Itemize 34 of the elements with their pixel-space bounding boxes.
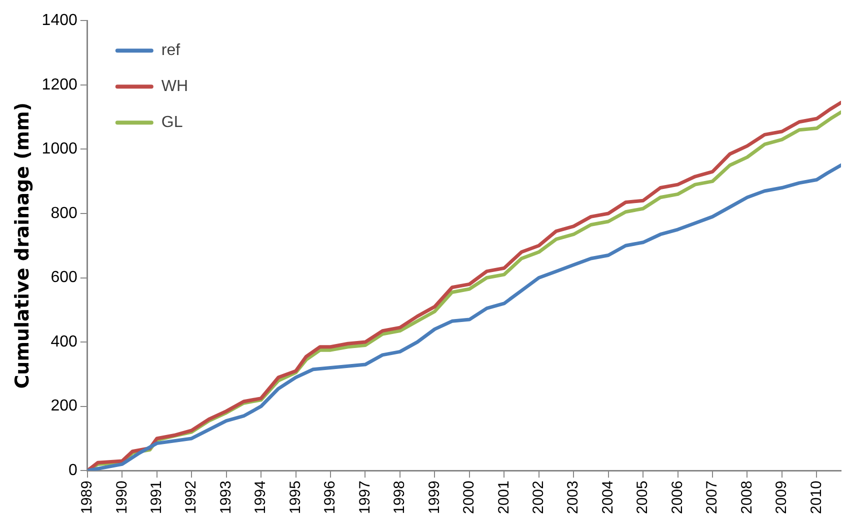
x-tick-label: 2004 (599, 480, 616, 514)
x-tick-label: 2007 (704, 480, 721, 514)
x-tick-label: 2000 (460, 480, 478, 514)
x-tick-label: 1993 (217, 480, 234, 514)
y-tick-label: 1400 (42, 12, 78, 30)
x-tick-label: 1992 (182, 480, 200, 514)
legend-label: GL (161, 114, 183, 132)
x-tick-label: 1989 (78, 480, 96, 514)
y-tick-label: 1200 (42, 76, 78, 94)
y-tick-label: 200 (50, 398, 78, 415)
x-tick-label: 2010 (808, 480, 825, 514)
x-tick-label: 1991 (148, 480, 165, 514)
x-tick-label: 2005 (634, 480, 652, 514)
x-tick-label: 2006 (668, 480, 686, 514)
x-tick-label: 2002 (530, 480, 548, 514)
x-tick-label: 2003 (564, 480, 582, 514)
x-tick-label: 1990 (113, 480, 130, 514)
y-tick-label: 400 (50, 333, 78, 350)
x-tick-label: 1999 (426, 480, 443, 514)
x-tick-label: 2001 (495, 480, 512, 514)
y-tick-label: 1000 (42, 140, 78, 158)
y-axis-title: Cumulative drainage (mm) (11, 102, 34, 389)
x-tick-label: 1995 (286, 480, 304, 514)
x-tick-label: 1996 (322, 480, 339, 514)
legend-label: ref (161, 42, 181, 60)
x-tick-label: 2009 (773, 480, 790, 514)
x-tick-label: 1997 (356, 480, 374, 514)
x-tick-label: 1998 (391, 480, 408, 514)
legend-label: WH (161, 78, 188, 96)
y-tick-label: 600 (50, 269, 78, 286)
y-tick-label: 800 (50, 204, 78, 222)
x-tick-label: 1994 (252, 480, 270, 514)
x-tick-label: 2008 (738, 480, 756, 514)
y-tick-label: 0 (68, 462, 78, 480)
